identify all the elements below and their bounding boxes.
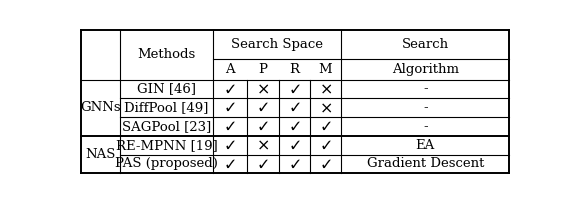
Text: SAGPool [23]: SAGPool [23]	[122, 120, 211, 133]
Text: $\times$: $\times$	[256, 81, 270, 96]
Text: $\checkmark$: $\checkmark$	[223, 138, 236, 153]
Text: $\checkmark$: $\checkmark$	[223, 81, 236, 96]
Text: RE-MPNN [19]: RE-MPNN [19]	[116, 139, 217, 152]
Text: DiffPool [49]: DiffPool [49]	[124, 101, 209, 114]
Text: EA: EA	[416, 139, 435, 152]
Text: $\checkmark$: $\checkmark$	[223, 156, 236, 171]
Text: $\times$: $\times$	[256, 138, 270, 153]
Text: -: -	[423, 101, 427, 114]
Text: M: M	[319, 63, 332, 76]
Text: $\checkmark$: $\checkmark$	[288, 119, 301, 134]
Text: R: R	[289, 63, 300, 76]
Text: $\checkmark$: $\checkmark$	[256, 156, 269, 171]
Text: GNNs: GNNs	[80, 101, 121, 114]
Text: PAS (proposed): PAS (proposed)	[115, 157, 218, 170]
Text: $\checkmark$: $\checkmark$	[256, 100, 269, 115]
Text: $\checkmark$: $\checkmark$	[319, 156, 332, 171]
Text: $\checkmark$: $\checkmark$	[256, 119, 269, 134]
Text: -: -	[423, 120, 427, 133]
Text: -: -	[423, 82, 427, 95]
Text: Algorithm: Algorithm	[392, 63, 459, 76]
Text: Search Space: Search Space	[231, 38, 323, 51]
Text: $\checkmark$: $\checkmark$	[288, 100, 301, 115]
Text: $\checkmark$: $\checkmark$	[288, 81, 301, 96]
Text: $\times$: $\times$	[319, 81, 332, 96]
Text: Methods: Methods	[137, 48, 195, 61]
Text: $\checkmark$: $\checkmark$	[288, 156, 301, 171]
Text: Gradient Descent: Gradient Descent	[367, 157, 484, 170]
Text: $\times$: $\times$	[319, 100, 332, 115]
Text: A: A	[225, 63, 234, 76]
Text: NAS: NAS	[85, 148, 116, 161]
Text: $\checkmark$: $\checkmark$	[288, 138, 301, 153]
Text: $\checkmark$: $\checkmark$	[319, 138, 332, 153]
Text: Search: Search	[402, 38, 449, 51]
Text: $\checkmark$: $\checkmark$	[223, 100, 236, 115]
Text: $\checkmark$: $\checkmark$	[319, 119, 332, 134]
Text: $\checkmark$: $\checkmark$	[223, 119, 236, 134]
Text: GIN [46]: GIN [46]	[137, 82, 196, 95]
Text: P: P	[258, 63, 267, 76]
